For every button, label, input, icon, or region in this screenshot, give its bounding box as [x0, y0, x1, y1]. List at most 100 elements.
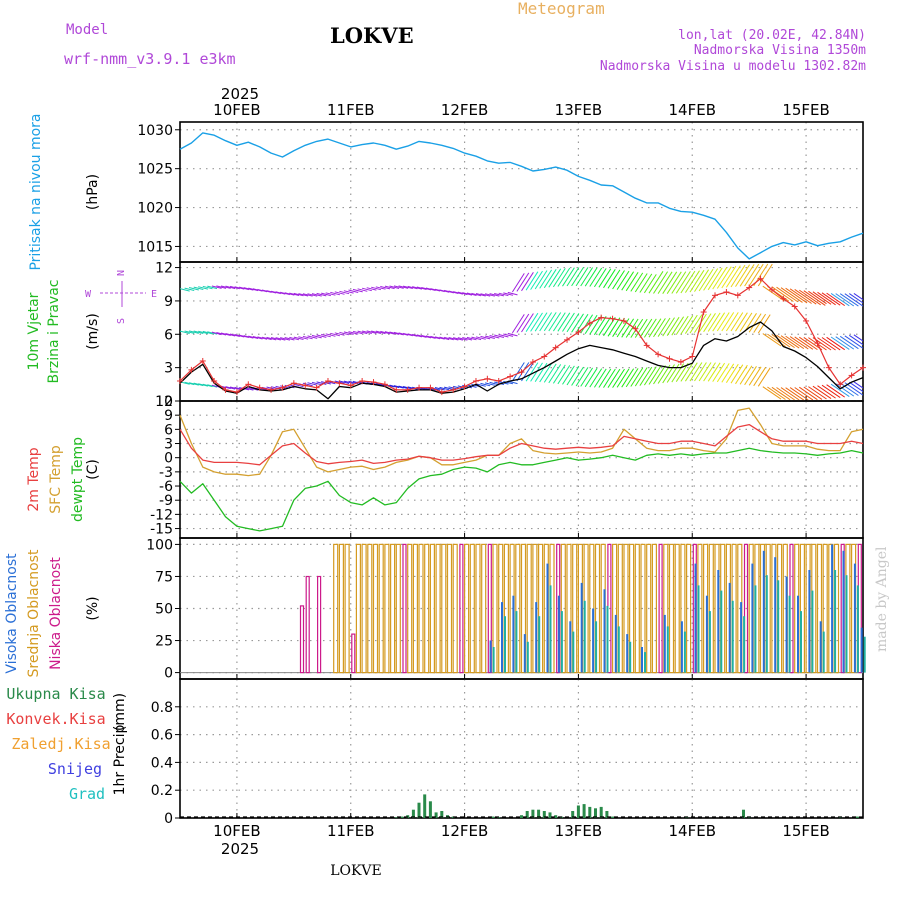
- wind-arrow: [398, 385, 409, 390]
- wind-arrow: [229, 386, 240, 390]
- wind-arrow: [266, 290, 277, 294]
- wind-arrow: [393, 385, 404, 389]
- wind-arrow: [707, 312, 721, 332]
- wind-arrow: [849, 293, 863, 304]
- wind-arrow: [817, 337, 836, 351]
- wind-arrow: [321, 333, 331, 338]
- watermark: made by Angel: [874, 546, 890, 652]
- mid-cloud-bar: [355, 543, 361, 674]
- wind-arrow: [776, 387, 795, 401]
- wind-title-line: Brzina i Pravac: [46, 280, 62, 384]
- low-cloud-bar: [317, 575, 322, 674]
- wind-arrow: [216, 332, 227, 336]
- wind-mean-line: [179, 321, 864, 400]
- wind-arrow: [753, 313, 767, 333]
- wind-arrow: [552, 268, 566, 288]
- wind-arrow: [307, 382, 318, 386]
- wind-arrow: [762, 333, 782, 347]
- wind-arrow: [211, 331, 222, 336]
- high-cloud-bar: [842, 550, 845, 673]
- wind-arrow: [721, 363, 735, 383]
- temperature-ytick-label: -6: [159, 479, 173, 495]
- wind-arrow: [225, 386, 236, 390]
- wind-arrow: [830, 383, 850, 398]
- precip-bar: [417, 802, 421, 818]
- high-cloud-bar: [777, 580, 780, 673]
- wind-arrow: [571, 267, 584, 287]
- wind-arrow: [407, 333, 418, 337]
- wind-arrow: [511, 314, 525, 334]
- precip-bar: [400, 816, 404, 818]
- wind-arrow: [430, 335, 441, 340]
- precip-bar: [571, 811, 575, 818]
- wind-arrow: [516, 272, 530, 292]
- wind-arrow: [821, 337, 841, 351]
- high-cloud-bar: [856, 585, 859, 673]
- wind-arrow: [785, 387, 805, 401]
- wind-arrow: [603, 317, 616, 337]
- wind-arrow: [371, 330, 382, 334]
- wind-arrow: [657, 364, 671, 384]
- wind-arrow: [639, 273, 653, 293]
- wind-arrow: [643, 274, 657, 294]
- model-altitude-label: Nadmorska Visina u modelu 1302.82m: [600, 59, 866, 74]
- wind-arrow: [475, 336, 486, 340]
- mid-cloud-bar: [572, 543, 578, 674]
- wind-arrow: [794, 336, 814, 350]
- wind-arrow: [439, 336, 450, 341]
- year-label-bottom: 2025: [221, 840, 259, 858]
- wind-arrow: [794, 387, 814, 401]
- wind-ytick-label: 0: [164, 394, 173, 410]
- temperature-ytick-label: 6: [164, 422, 173, 438]
- wind-arrow: [339, 380, 350, 384]
- top-day-label: 12FEB: [441, 101, 488, 119]
- wind-arrow: [826, 336, 845, 351]
- pressure-title: Pritisak na nivou mora: [28, 113, 44, 270]
- high-cloud-bar: [860, 627, 863, 673]
- wind-arrow: [616, 368, 630, 388]
- wind-arrow: [776, 286, 799, 303]
- wind-arrow: [785, 335, 805, 350]
- wind-arrow: [498, 334, 509, 338]
- wind-arrow: [575, 267, 589, 287]
- precip-bar: [576, 805, 580, 818]
- wind-arrow: [252, 336, 263, 340]
- wind-arrow: [593, 368, 607, 388]
- high-cloud-bar: [740, 602, 743, 673]
- wind-arrow: [275, 337, 286, 341]
- wind-arrow: [380, 285, 391, 290]
- bottom-day-labels: 10FEB 11FEB 12FEB 13FEB 14FEB 15FEB: [213, 822, 830, 840]
- wind-arrow: [489, 335, 500, 339]
- high-cloud-bar: [557, 595, 560, 673]
- mid-cloud-bar: [566, 543, 572, 674]
- mid-cloud-bar: [611, 543, 618, 674]
- wind-arrow: [562, 312, 575, 332]
- clouds-ytick-label: 50: [155, 602, 173, 618]
- wind-arrow: [712, 362, 726, 382]
- wind-arrow: [771, 286, 794, 302]
- wind-arrow: [457, 291, 468, 296]
- wind-arrow: [730, 264, 746, 288]
- t2m-line: [179, 423, 864, 466]
- wind-arrow: [439, 386, 450, 391]
- wind-arrow: [480, 335, 491, 340]
- wind-arrow: [657, 317, 671, 337]
- precip-legend-item: Konvek.Kisa: [6, 710, 105, 728]
- wind-arrow: [412, 333, 423, 338]
- wind-arrow: [293, 383, 304, 388]
- wind-arrow: [794, 288, 817, 305]
- wind-arrow: [799, 289, 821, 306]
- wind-arrow: [721, 312, 735, 332]
- wind-arrow: [357, 330, 368, 335]
- wind-arrow: [475, 293, 486, 297]
- wind-arrow: [552, 364, 566, 384]
- wind-arrow: [735, 364, 748, 385]
- wind-arrow: [580, 367, 594, 387]
- low-cloud-bar: [305, 575, 310, 674]
- wind-arrow: [207, 285, 218, 290]
- high-cloud-bar: [754, 585, 757, 673]
- wind-arrow: [753, 367, 767, 387]
- wind-arrow: [803, 290, 826, 306]
- wind-arrow: [557, 365, 571, 385]
- compass-east: E: [151, 289, 157, 300]
